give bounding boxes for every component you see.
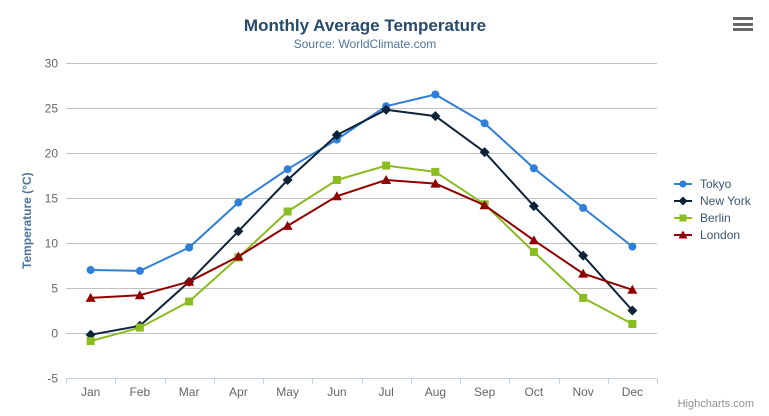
legend-marker-berlin-icon	[674, 214, 692, 221]
hamburger-icon	[733, 28, 753, 31]
y-tick-label: 30	[45, 57, 59, 71]
data-point-london[interactable]	[381, 175, 392, 184]
data-point-london[interactable]	[528, 235, 539, 245]
data-point-new-york[interactable]	[282, 175, 293, 185]
legend-marker-london-icon	[674, 230, 692, 238]
data-point-london[interactable]	[331, 191, 342, 201]
data-point-london[interactable]	[479, 200, 490, 210]
data-point-tokyo[interactable]	[86, 266, 95, 274]
legend-item-berlin[interactable]: Berlin	[674, 209, 751, 226]
data-point-berlin[interactable]	[332, 176, 341, 184]
y-tick-label: 15	[45, 192, 59, 206]
x-tick-label: Jul	[378, 385, 393, 399]
data-point-london[interactable]	[282, 220, 293, 230]
x-tick-label: Apr	[229, 385, 248, 399]
data-point-berlin[interactable]	[283, 207, 292, 216]
x-tick-label: May	[276, 385, 299, 399]
data-point-tokyo[interactable]	[579, 203, 588, 212]
legend-item-label: New York	[700, 193, 751, 208]
data-point-london[interactable]	[578, 268, 589, 278]
legend-item-london[interactable]: London	[674, 226, 751, 243]
y-tick-label: 0	[51, 327, 58, 341]
data-point-tokyo[interactable]	[480, 119, 489, 128]
data-point-tokyo[interactable]	[628, 242, 637, 251]
data-point-berlin[interactable]	[579, 293, 588, 302]
data-point-new-york[interactable]	[578, 250, 589, 261]
data-point-berlin[interactable]	[431, 167, 440, 176]
x-tick-label: Mar	[179, 385, 200, 399]
data-point-berlin[interactable]	[135, 323, 144, 332]
x-tick-label: Nov	[572, 385, 593, 399]
data-point-new-york[interactable]	[479, 147, 490, 158]
context-menu-button[interactable]	[731, 15, 755, 33]
legend-item-label: London	[700, 227, 741, 242]
series-line-berlin[interactable]	[89, 164, 634, 343]
x-tick-label: Feb	[130, 385, 151, 399]
credits-link[interactable]: Highcharts.com	[677, 398, 754, 410]
data-point-new-york[interactable]	[627, 305, 638, 316]
data-point-london[interactable]	[184, 276, 195, 286]
x-tick-label: Oct	[525, 385, 544, 399]
data-point-london[interactable]	[430, 178, 441, 188]
y-tick-label: 10	[45, 237, 59, 251]
legend-item-tokyo[interactable]: Tokyo	[674, 175, 751, 192]
data-point-tokyo[interactable]	[185, 243, 194, 252]
chart-title: Monthly Average Temperature	[243, 16, 487, 35]
series-line-new-york[interactable]	[89, 108, 634, 336]
data-point-berlin[interactable]	[86, 337, 95, 346]
x-tick-label: Aug	[425, 385, 446, 399]
data-point-tokyo[interactable]	[431, 90, 440, 99]
legend-item-new-york[interactable]: New York	[674, 192, 751, 209]
legend-marker-new-york-icon	[674, 196, 692, 205]
legend-item-label: Tokyo	[700, 176, 732, 191]
series-line-tokyo[interactable]	[89, 93, 634, 272]
x-tick-label: Jun	[327, 385, 346, 399]
chart-subtitle: Source: WorldClimate.com	[293, 37, 437, 51]
legend: Tokyo New York Berlin London	[674, 175, 751, 243]
data-point-new-york[interactable]	[233, 226, 244, 237]
x-tick-label: Dec	[622, 385, 643, 399]
y-axis-title: Temperature (°C)	[20, 172, 34, 269]
legend-item-label: Berlin	[700, 210, 731, 225]
data-point-tokyo[interactable]	[529, 164, 538, 173]
data-point-tokyo[interactable]	[283, 165, 292, 174]
data-point-new-york[interactable]	[331, 130, 342, 140]
x-tick-label: Sep	[474, 385, 496, 399]
y-tick-label: 25	[45, 102, 59, 116]
data-point-berlin[interactable]	[185, 297, 194, 306]
data-point-london[interactable]	[627, 284, 638, 294]
y-tick-label: 5	[51, 282, 58, 296]
data-point-tokyo[interactable]	[135, 266, 144, 275]
hamburger-icon	[733, 17, 753, 20]
data-point-london[interactable]	[134, 290, 145, 300]
data-point-london[interactable]	[233, 251, 244, 261]
data-point-tokyo[interactable]	[234, 198, 243, 207]
data-point-berlin[interactable]	[382, 161, 391, 170]
data-point-new-york[interactable]	[381, 104, 392, 115]
y-tick-label: -5	[47, 372, 58, 386]
x-tick-label: Jan	[81, 385, 100, 399]
series-line-london[interactable]	[89, 179, 634, 299]
data-point-berlin[interactable]	[628, 320, 637, 328]
data-point-london[interactable]	[85, 292, 96, 302]
data-point-berlin[interactable]	[529, 248, 538, 256]
data-point-new-york[interactable]	[528, 201, 539, 212]
y-tick-label: 20	[45, 147, 59, 161]
data-point-new-york[interactable]	[430, 111, 441, 122]
hamburger-icon	[733, 22, 753, 26]
legend-marker-tokyo-icon	[674, 180, 692, 187]
